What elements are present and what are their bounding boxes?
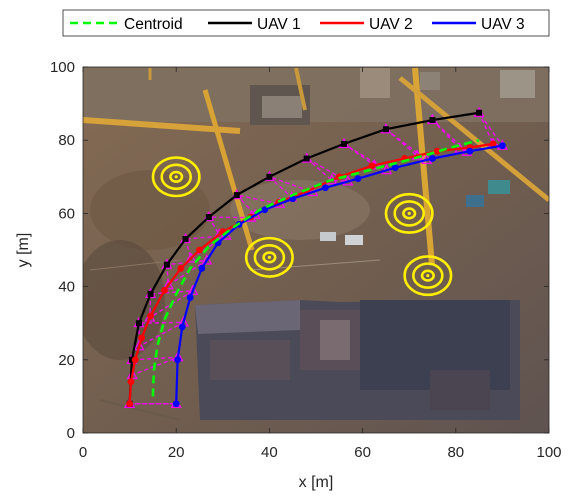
data-point	[147, 312, 154, 320]
target-center	[267, 255, 271, 259]
target-ring	[169, 170, 184, 183]
legend-label: UAV 2	[369, 16, 413, 33]
legend-label: UAV 3	[481, 16, 525, 33]
data-point	[196, 246, 203, 254]
data-point	[382, 126, 389, 133]
target-center	[174, 175, 178, 179]
data-point	[233, 192, 240, 199]
data-point	[368, 162, 376, 170]
data-point	[186, 294, 194, 301]
x-tick-label: 80	[447, 444, 464, 461]
data-point	[266, 173, 273, 180]
background-photo	[83, 67, 549, 433]
data-point	[391, 164, 399, 172]
y-tick-label: 20	[58, 352, 75, 369]
data-point	[135, 320, 142, 327]
y-tick-label: 100	[50, 59, 75, 76]
formation-triangle	[478, 112, 504, 147]
target-marker	[244, 236, 294, 278]
x-tick-label: 20	[168, 444, 185, 461]
legend-label: Centroid	[124, 16, 183, 33]
data-point	[172, 400, 180, 408]
target-marker	[403, 255, 453, 297]
target-marker	[384, 192, 434, 234]
data-point	[433, 147, 441, 155]
target-ring	[384, 192, 434, 234]
data-point	[429, 117, 436, 124]
data-point	[174, 356, 181, 364]
formation-triangle	[268, 176, 316, 199]
y-tick-label: 40	[58, 279, 75, 296]
x-tick-label: 40	[261, 444, 278, 461]
data-point	[147, 290, 154, 297]
data-point	[177, 264, 185, 272]
data-point	[321, 184, 329, 192]
series-line-uav-1	[128, 111, 480, 404]
data-point	[131, 356, 139, 364]
data-point	[261, 206, 269, 214]
formation-vertex-marker	[162, 278, 174, 290]
data-point	[126, 400, 133, 408]
target-ring	[420, 269, 435, 282]
formation-vertex-marker	[201, 254, 213, 265]
data-point	[182, 236, 189, 243]
plot-area	[82, 66, 550, 434]
legend: Centroid UAV 1 UAV 2 UAV 3	[62, 9, 550, 37]
target-ring	[412, 262, 444, 289]
target-marker	[151, 156, 201, 198]
data-point	[161, 286, 168, 294]
target-ring	[244, 236, 294, 278]
x-tick-label: 0	[79, 444, 87, 461]
target-ring	[160, 163, 192, 191]
target-ring	[151, 156, 201, 198]
data-point	[354, 175, 362, 183]
data-point	[429, 155, 436, 162]
y-axis-label: y [m]	[15, 233, 32, 268]
data-point	[303, 155, 310, 162]
data-point	[466, 147, 474, 155]
data-point	[178, 323, 186, 331]
legend-label: UAV 1	[257, 16, 301, 33]
data-point	[138, 334, 146, 342]
target-ring	[393, 200, 426, 227]
x-tick-label: 100	[536, 444, 561, 461]
x-tick-label: 60	[354, 444, 371, 461]
data-point	[127, 378, 135, 386]
formation-vertex-marker	[187, 284, 199, 295]
target-ring	[262, 251, 277, 264]
data-point	[499, 142, 506, 150]
formation-triangle	[184, 234, 227, 260]
target-center	[426, 274, 430, 278]
x-axis-label: x [m]	[299, 474, 334, 491]
data-point	[198, 264, 206, 272]
y-tick-label: 60	[58, 205, 75, 222]
y-tick-label: 0	[67, 425, 75, 442]
data-point	[476, 109, 483, 116]
data-point	[340, 140, 347, 147]
target-ring	[253, 244, 286, 271]
target-ring	[402, 207, 417, 220]
formation-triangle	[306, 157, 349, 183]
target-ring	[403, 255, 453, 297]
target-center	[407, 211, 411, 215]
data-point	[489, 140, 497, 148]
y-tick-label: 80	[58, 132, 75, 149]
data-point	[205, 214, 212, 221]
data-point	[163, 261, 170, 268]
formation-triangle	[385, 128, 428, 161]
